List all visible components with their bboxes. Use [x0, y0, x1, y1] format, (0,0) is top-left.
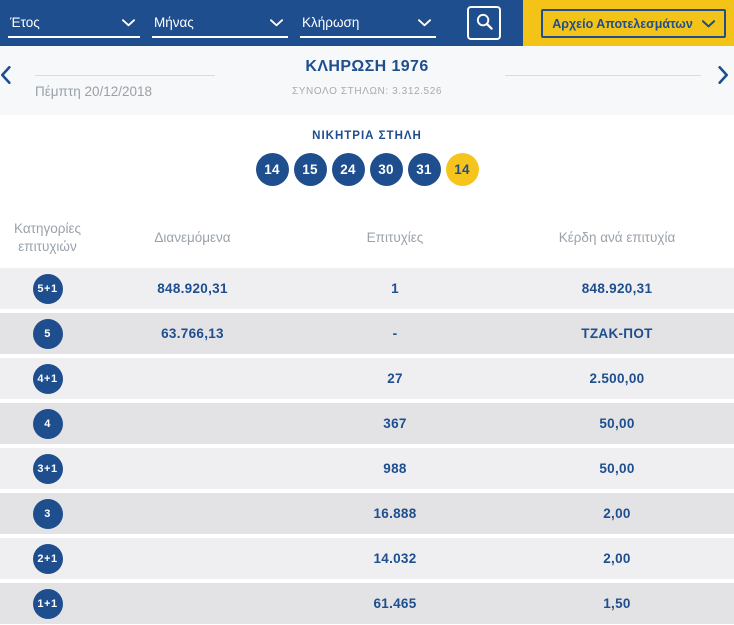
- chevron-down-icon: [701, 19, 715, 28]
- category-badge: 3+1: [32, 453, 63, 484]
- search-button[interactable]: [467, 6, 501, 40]
- column-header-distributed: Διανεμόμενα: [154, 230, 231, 246]
- category-badge: 2+1: [32, 543, 63, 574]
- category-badge: 5: [32, 318, 63, 349]
- draw-dropdown[interactable]: Κλήρωση: [300, 9, 436, 38]
- search-icon: [475, 12, 494, 34]
- column-header-categories: Κατηγορίες επιτυχιών: [14, 221, 81, 254]
- table-row: 1+1 61.465 1,50: [0, 583, 734, 624]
- archive-results-button[interactable]: Αρχείο Αποτελεσμάτων: [541, 9, 726, 38]
- filter-bar: Έτος Μήνας Κλήρωση Αρχείο Αποτελεσμάτων: [0, 0, 734, 47]
- prize-cell: 2.500,00: [589, 371, 645, 386]
- winning-number-ball: 14: [255, 153, 289, 186]
- prize-cell: 1,50: [603, 596, 631, 611]
- winners-cell: 14.032: [373, 551, 417, 566]
- prize-cell: 848.920,31: [581, 281, 653, 296]
- distributed-cell: 63.766,13: [161, 326, 224, 341]
- next-draw-button[interactable]: [715, 65, 731, 87]
- chevron-down-icon: [122, 18, 135, 27]
- winners-cell: 16.888: [373, 506, 417, 521]
- total-columns-label: ΣΥΝΟΛΟ ΣΤΗΛΩΝ: 3.312.526: [291, 86, 443, 97]
- table-row: 4+1 27 2.500,00: [0, 358, 734, 399]
- chevron-left-icon: [0, 65, 11, 87]
- draw-navigation: Πέμπτη 20/12/2018 ΚΛΗΡΩΣΗ 1976 ΣΥΝΟΛΟ ΣΤ…: [0, 46, 734, 115]
- draw-date: Πέμπτη 20/12/2018: [35, 84, 153, 99]
- year-dropdown[interactable]: Έτος: [8, 9, 140, 38]
- draw-title: ΚΛΗΡΩΣΗ 1976: [305, 58, 429, 75]
- prize-cell: ΤΖΑΚ-ΠΟΤ: [581, 326, 653, 341]
- table-row: 3 16.888 2,00: [0, 493, 734, 534]
- winning-number-ball: 24: [331, 153, 365, 186]
- divider-line: [35, 75, 215, 76]
- winning-column-section: ΝΙΚΗΤΡΙΑ ΣΤΗΛΗ 14 15 24 30 31 14: [0, 115, 734, 212]
- results-table-header: Κατηγορίες επιτυχιών Διανεμόμενα Επιτυχί…: [0, 212, 734, 264]
- distributed-cell: 848.920,31: [157, 281, 228, 296]
- prize-cell: 2,00: [603, 551, 631, 566]
- winners-cell: 61.465: [373, 596, 417, 611]
- month-dropdown[interactable]: Μήνας: [152, 9, 288, 38]
- archive-results-label: Αρχείο Αποτελεσμάτων: [552, 16, 693, 31]
- winners-cell: 27: [387, 371, 403, 386]
- winners-cell: -: [392, 326, 398, 341]
- chevron-down-icon: [418, 18, 431, 27]
- winning-numbers: 14 15 24 30 31 14: [0, 153, 734, 186]
- winning-number-ball: 30: [369, 153, 403, 186]
- winning-number-ball: 31: [407, 153, 441, 186]
- divider-line: [505, 75, 701, 76]
- winners-cell: 367: [383, 416, 407, 431]
- table-row: 2+1 14.032 2,00: [0, 538, 734, 579]
- category-badge: 5+1: [32, 273, 63, 304]
- winners-cell: 988: [383, 461, 407, 476]
- month-dropdown-label: Μήνας: [154, 15, 194, 30]
- table-row: 5 63.766,13 - ΤΖΑΚ-ΠΟΤ: [0, 313, 734, 354]
- draw-dropdown-label: Κλήρωση: [302, 15, 360, 30]
- table-row: 3+1 988 50,00: [0, 448, 734, 489]
- table-row: 4 367 50,00: [0, 403, 734, 444]
- category-badge: 4: [32, 408, 63, 439]
- previous-draw-button[interactable]: [0, 65, 13, 87]
- archive-panel: Αρχείο Αποτελεσμάτων: [523, 0, 734, 47]
- results-table: Κατηγορίες επιτυχιών Διανεμόμενα Επιτυχί…: [0, 212, 734, 625]
- winners-cell: 1: [391, 281, 399, 296]
- chevron-down-icon: [270, 18, 283, 27]
- prize-cell: 50,00: [599, 416, 635, 431]
- winning-number-ball: 15: [293, 153, 327, 186]
- chevron-right-icon: [717, 65, 729, 87]
- prize-cell: 50,00: [599, 461, 635, 476]
- column-header-prize: Κέρδη ανά επιτυχία: [558, 230, 676, 246]
- category-badge: 4+1: [32, 363, 63, 394]
- year-dropdown-label: Έτος: [10, 15, 40, 30]
- joker-number-ball: 14: [445, 153, 479, 186]
- category-badge: 1+1: [32, 588, 63, 619]
- winning-column-heading: ΝΙΚΗΤΡΙΑ ΣΤΗΛΗ: [312, 130, 422, 142]
- category-badge: 3: [32, 498, 63, 529]
- column-header-winners: Επιτυχίες: [366, 230, 424, 246]
- table-row: 5+1 848.920,31 1 848.920,31: [0, 268, 734, 309]
- prize-cell: 2,00: [603, 506, 631, 521]
